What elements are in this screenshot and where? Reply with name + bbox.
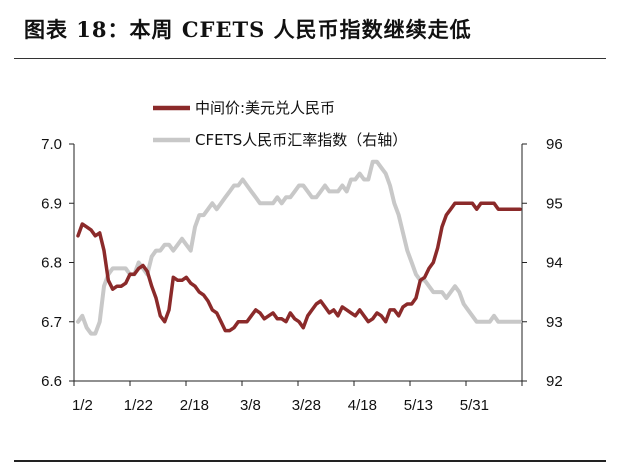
x-tick-label: 3/8: [240, 397, 261, 414]
cfets-index-line: [76, 159, 522, 336]
chart-axes: 6.6 6.7 6.8 6.9 7.0 92 93 94 95 96 1/2 1/22 2/18 3/8 3…: [41, 136, 563, 414]
y-left-tick-label: 7.0: [41, 136, 62, 153]
x-tick-label: 5/31: [460, 397, 489, 414]
chart-legend: 中间价:美元兑人民币 CFETS人民币汇率指数（右轴）: [153, 99, 407, 149]
x-tick-label: 4/18: [348, 397, 377, 414]
bottom-divider: [14, 460, 606, 462]
x-tick-label: 2/18: [180, 397, 209, 414]
x-tick-label: 3/28: [292, 397, 321, 414]
y-left-tick-label: 6.9: [41, 195, 62, 212]
y-right-tick-label: 94: [546, 255, 563, 272]
x-tick-label: 1/2: [72, 397, 93, 414]
y-right-tick-label: 95: [546, 195, 563, 212]
legend-label: CFETS人民币汇率指数（右轴）: [195, 131, 407, 149]
chart-lines: [76, 159, 522, 336]
y-right-tick-label: 96: [546, 136, 563, 153]
y-left-tick-label: 6.6: [41, 373, 62, 390]
page-title: 图表 18：本周 CFETS 人民币指数继续走低: [24, 17, 472, 42]
y-left-tick-label: 6.7: [41, 314, 62, 331]
y-right-tick-label: 92: [546, 373, 563, 390]
y-right-tick-label: 93: [546, 314, 563, 331]
legend-label: 中间价:美元兑人民币: [195, 99, 335, 117]
x-tick-label: 5/13: [404, 397, 433, 414]
y-left-tick-label: 6.8: [41, 255, 62, 272]
x-tick-label: 1/22: [124, 397, 153, 414]
usd-cny-midpoint-line: [76, 201, 522, 333]
top-divider: [14, 58, 606, 59]
